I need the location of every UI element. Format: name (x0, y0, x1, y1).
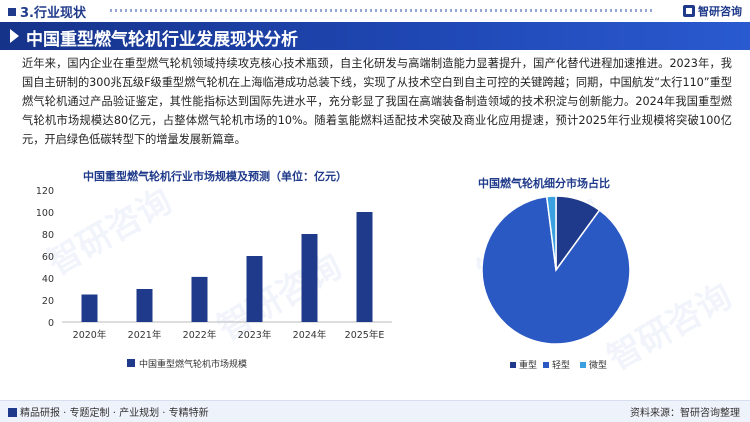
y-tick-label: 40 (42, 274, 54, 285)
footer-tagline: 精品研报 · 专题定制 · 产业规划 · 专精特新 (8, 404, 209, 419)
top-strip: 3.行业现状 智研咨询 (0, 0, 750, 22)
intro-paragraph: 近年来，国内企业在重型燃气轮机领域持续攻克核心技术瓶颈，自主化研发与高端制造能力… (22, 57, 732, 146)
x-tick-label: 2022年 (183, 329, 217, 341)
title-bar: 中国重型燃气轮机行业发展现状分析 (0, 22, 750, 50)
pie-chart-title: 中国燃气轮机细分市场占比 (478, 177, 610, 190)
legend-label: 中国重型燃气轮机市场规模 (139, 358, 247, 370)
pie-slice (481, 195, 631, 345)
y-tick-label: 120 (36, 186, 54, 197)
section-label-text: 3.行业现状 (20, 6, 86, 21)
page-title: 中国重型燃气轮机行业发展现状分析 (26, 30, 298, 50)
x-tick-label: 2023年 (238, 329, 272, 341)
legend-swatch (543, 362, 549, 368)
legend-label: 微型 (589, 359, 607, 371)
x-tick-label: 2021年 (128, 329, 162, 341)
logo-text: 智研咨询 (698, 5, 742, 18)
bar (246, 256, 263, 322)
footer-tagline-text: 精品研报 · 专题定制 · 产业规划 · 专精特新 (20, 408, 209, 419)
legend-label: 轻型 (552, 359, 570, 371)
bar (136, 289, 153, 322)
title-arrow-icon (10, 29, 19, 43)
section-label: 3.行业现状 (8, 2, 86, 21)
bar (81, 294, 98, 322)
bar-chart-title: 中国重型燃气轮机行业市场规模及预测（单位：亿元） (83, 170, 347, 183)
pie-slice (545, 195, 557, 271)
bar (191, 276, 208, 322)
bar (301, 234, 318, 322)
source-note: 资料来源：智研咨询整理 (630, 408, 740, 419)
bar (356, 212, 373, 322)
brand-logo: 智研咨询 (683, 3, 742, 19)
section-marker (8, 8, 16, 16)
bar-chart: 0 20 40 60 80 100 120 2020年 2021年 2022年 2023年 2024年… (36, 186, 392, 370)
x-tick-label: 2024年 (293, 329, 327, 341)
y-tick-label: 80 (42, 230, 54, 241)
x-tick-label: 2025年E (345, 329, 385, 341)
decorative-stripe (110, 9, 655, 12)
x-tick-label: 2020年 (73, 329, 107, 341)
legend-swatch (127, 359, 135, 367)
legend-label: 重型 (519, 359, 537, 371)
legend-swatch (580, 362, 586, 368)
y-tick-label: 20 (42, 296, 54, 307)
y-tick-label: 100 (36, 208, 54, 219)
pie-chart: 重型 轻型 微型 (481, 195, 631, 371)
footer: 精品研报 · 专题定制 · 产业规划 · 专精特新 资料来源：智研咨询整理 (0, 400, 750, 422)
logo-icon (683, 5, 695, 17)
y-tick-label: 60 (42, 252, 54, 263)
y-tick-label: 0 (48, 318, 54, 329)
footer-logo-icon (8, 408, 17, 417)
legend-swatch (510, 362, 516, 368)
